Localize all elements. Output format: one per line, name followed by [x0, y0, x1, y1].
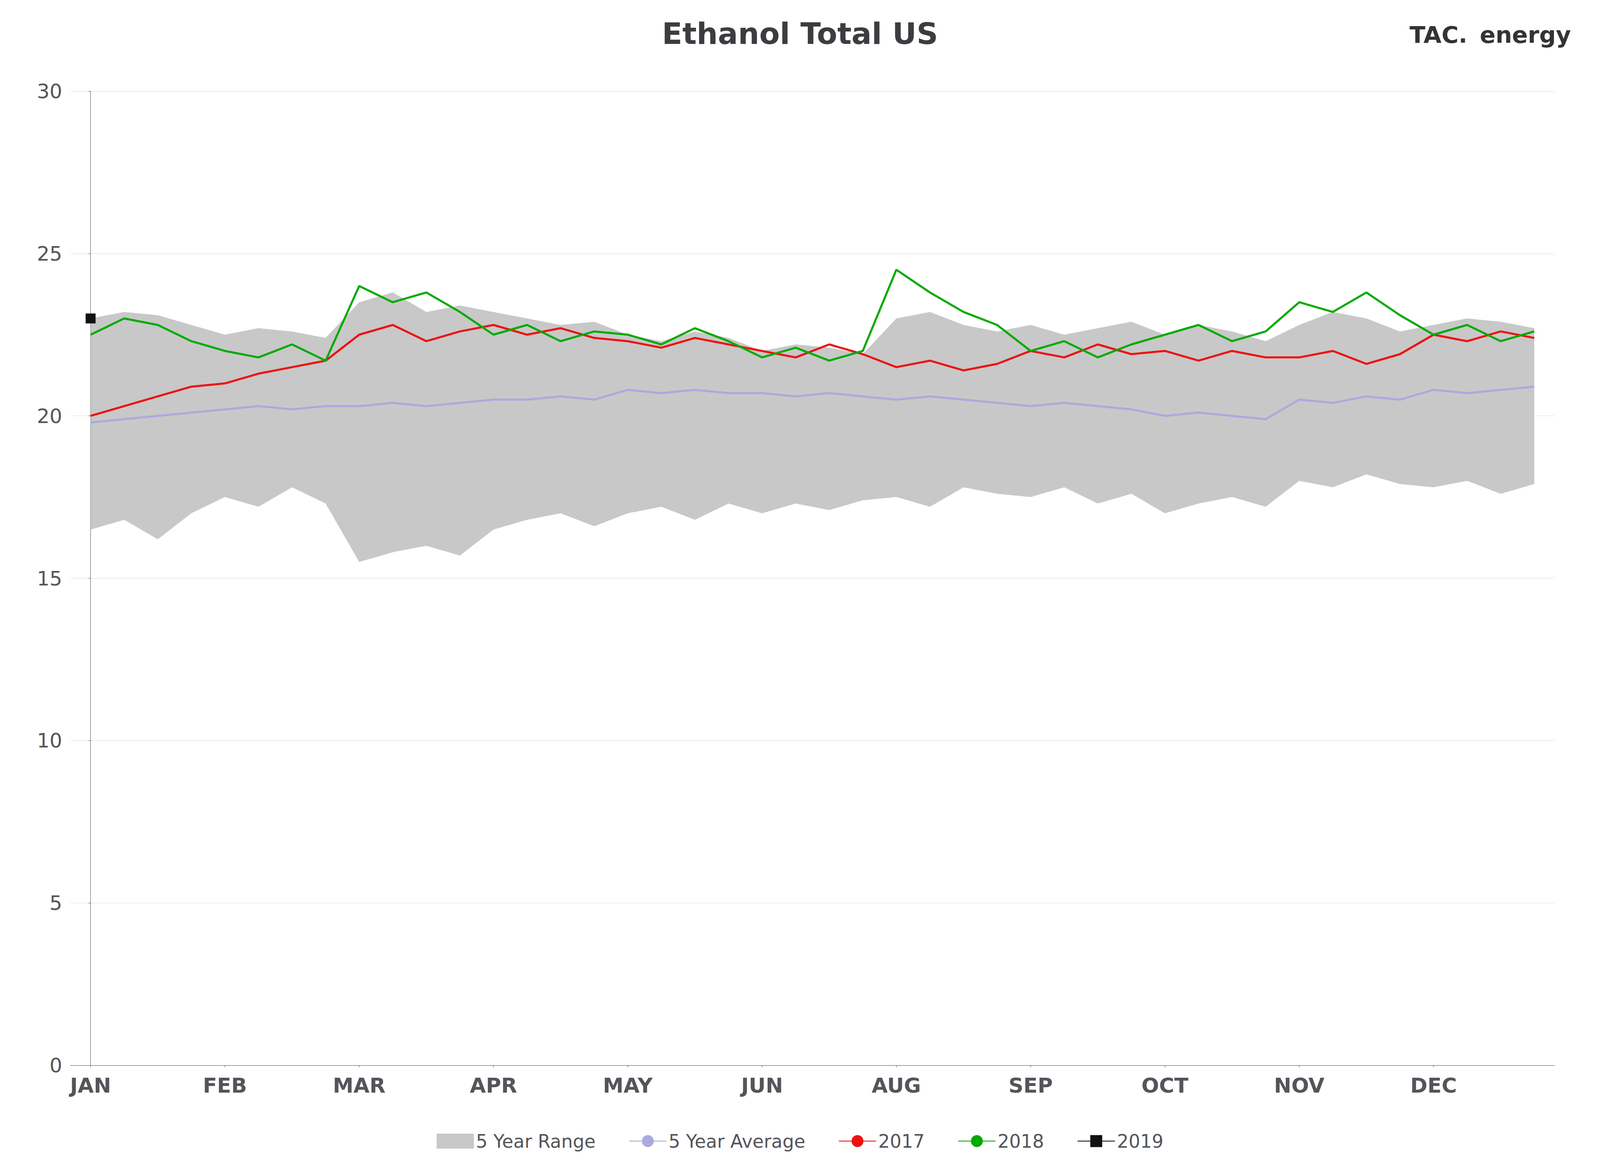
- svg-text:30: 30: [36, 79, 63, 103]
- svg-text:2018: 2018: [997, 1131, 1045, 1153]
- svg-text:Ethanol Total US: Ethanol Total US: [661, 16, 939, 51]
- svg-text:TAC.: TAC.: [1409, 21, 1468, 49]
- svg-text:20: 20: [36, 404, 63, 428]
- svg-text:10: 10: [36, 729, 63, 753]
- svg-text:DEC: DEC: [1410, 1073, 1457, 1099]
- svg-text:OCT: OCT: [1141, 1073, 1189, 1099]
- svg-text:25: 25: [36, 242, 63, 266]
- svg-text:2017: 2017: [878, 1131, 925, 1153]
- svg-text:5 Year Average: 5 Year Average: [668, 1131, 806, 1153]
- svg-text:JUN: JUN: [739, 1073, 784, 1099]
- svg-text:MAY: MAY: [603, 1073, 654, 1099]
- svg-text:0: 0: [49, 1054, 63, 1078]
- svg-text:MAR: MAR: [332, 1073, 386, 1099]
- svg-text:JAN: JAN: [68, 1073, 112, 1099]
- svg-text:5: 5: [49, 891, 63, 915]
- svg-text:energy: energy: [1479, 21, 1571, 49]
- svg-text:15: 15: [36, 567, 63, 591]
- svg-text:SEP: SEP: [1008, 1073, 1053, 1099]
- svg-text:FEB: FEB: [202, 1073, 247, 1099]
- svg-text:5 Year Range: 5 Year Range: [475, 1131, 596, 1153]
- svg-text:NOV: NOV: [1274, 1073, 1325, 1099]
- svg-text:AUG: AUG: [871, 1073, 922, 1099]
- svg-text:2019: 2019: [1117, 1131, 1164, 1153]
- svg-text:APR: APR: [470, 1073, 518, 1099]
